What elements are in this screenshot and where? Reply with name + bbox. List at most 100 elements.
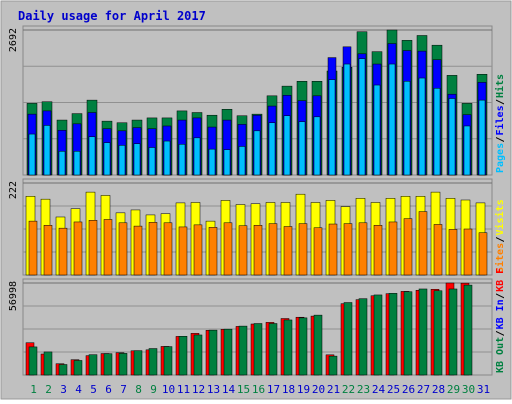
legend-label-hits: Hits bbox=[494, 74, 506, 98]
bar-sites-day-8 bbox=[133, 225, 143, 276]
x-tick-label-day-1: 1 bbox=[30, 383, 37, 396]
bar-pages-day-26 bbox=[403, 81, 411, 176]
x-tick-label-day-11: 11 bbox=[177, 383, 190, 396]
bar-pages-day-3 bbox=[58, 151, 66, 176]
bar-sites-day-26 bbox=[403, 218, 413, 276]
legend-label-pages: Pages bbox=[495, 143, 506, 173]
bar-kb-out-day-10 bbox=[163, 346, 173, 376]
bar-kb-out-day-4 bbox=[73, 360, 83, 376]
x-tick-label-day-14: 14 bbox=[222, 383, 236, 396]
legend-label-kb-f: KB F bbox=[495, 268, 506, 292]
x-tick-label-day-2: 2 bbox=[45, 383, 52, 396]
bar-kb-out-day-7 bbox=[118, 353, 128, 376]
bar-kb-out-day-19 bbox=[298, 317, 308, 376]
bar-sites-day-28 bbox=[433, 224, 443, 276]
x-tick-label-day-24: 24 bbox=[372, 383, 386, 396]
bar-kb-out-day-11 bbox=[178, 336, 188, 376]
bar-sites-day-23 bbox=[358, 222, 368, 276]
bar-pages-day-25 bbox=[388, 63, 396, 176]
bar-kb-out-day-12 bbox=[193, 334, 203, 376]
bar-pages-day-9 bbox=[148, 147, 156, 176]
bar-sites-day-21 bbox=[328, 223, 338, 276]
panel-max-label-hits-files-pages: 2692 bbox=[8, 28, 19, 52]
bar-kb-out-day-1 bbox=[28, 346, 38, 376]
bar-sites-day-17 bbox=[268, 223, 278, 276]
bar-sites-day-4 bbox=[73, 221, 83, 276]
bar-sites-day-30 bbox=[463, 228, 473, 276]
x-tick-label-day-4: 4 bbox=[75, 383, 82, 396]
bar-pages-day-13 bbox=[208, 148, 216, 176]
bar-pages-day-20 bbox=[313, 116, 321, 176]
bar-kb-out-day-25 bbox=[388, 293, 398, 376]
bar-sites-day-2 bbox=[43, 225, 53, 276]
bar-sites-day-12 bbox=[193, 224, 203, 276]
bar-pages-day-19 bbox=[298, 121, 306, 176]
bar-sites-day-9 bbox=[148, 222, 158, 276]
x-tick-label-day-15: 15 bbox=[237, 383, 250, 396]
bar-pages-day-30 bbox=[463, 125, 471, 176]
bar-pages-day-14 bbox=[223, 149, 231, 176]
legend-separator: / bbox=[495, 330, 506, 336]
bar-pages-day-21 bbox=[328, 79, 336, 176]
x-tick-label-day-13: 13 bbox=[207, 383, 220, 396]
bar-sites-day-19 bbox=[298, 223, 308, 276]
bar-pages-day-17 bbox=[268, 122, 276, 176]
x-tick-label-day-18: 18 bbox=[282, 383, 295, 396]
x-tick-label-day-6: 6 bbox=[105, 383, 112, 396]
x-tick-label-day-5: 5 bbox=[90, 383, 97, 396]
bar-kb-out-day-6 bbox=[103, 353, 113, 376]
chart-title: Daily usage for April 2017 bbox=[18, 9, 206, 23]
bar-pages-day-2 bbox=[43, 125, 51, 176]
bar-sites-day-27 bbox=[418, 211, 428, 276]
legend-label-sites: Sites bbox=[494, 243, 506, 273]
x-tick-label-day-16: 16 bbox=[252, 383, 265, 396]
legend-label-visits: Visits bbox=[494, 199, 506, 235]
bar-pages-day-7 bbox=[118, 145, 126, 176]
bar-sites-day-3 bbox=[58, 227, 68, 276]
bar-kb-out-day-27 bbox=[418, 288, 428, 376]
bar-pages-day-31 bbox=[478, 99, 486, 176]
bar-kb-out-day-28 bbox=[433, 290, 443, 376]
x-tick-label-day-25: 25 bbox=[387, 383, 400, 396]
bar-sites-day-11 bbox=[178, 226, 188, 276]
bar-sites-day-14 bbox=[223, 222, 233, 276]
x-tick-label-day-12: 12 bbox=[192, 383, 205, 396]
bar-kb-out-day-30 bbox=[463, 284, 473, 376]
bar-pages-day-29 bbox=[448, 98, 456, 176]
bar-sites-day-18 bbox=[283, 226, 293, 276]
bar-kb-out-day-26 bbox=[403, 291, 413, 376]
legend-separator: / bbox=[495, 136, 506, 142]
bar-sites-day-13 bbox=[208, 227, 218, 276]
x-tick-label-day-26: 26 bbox=[402, 383, 415, 396]
x-tick-label-day-27: 27 bbox=[417, 383, 430, 396]
legend-separator: / bbox=[495, 293, 506, 299]
bar-pages-day-27 bbox=[418, 77, 426, 176]
bar-pages-day-8 bbox=[133, 143, 141, 176]
bar-sites-day-6 bbox=[103, 219, 113, 276]
bar-sites-day-15 bbox=[238, 225, 248, 276]
panel-max-label-visits-sites: 222 bbox=[8, 181, 19, 199]
panel-max-label-kb-in-out: 56998 bbox=[8, 281, 19, 311]
bar-pages-day-15 bbox=[238, 146, 246, 176]
bar-kb-out-day-20 bbox=[313, 314, 323, 376]
bar-kb-out-day-5 bbox=[88, 354, 98, 376]
bar-sites-day-20 bbox=[313, 227, 323, 276]
bar-pages-day-18 bbox=[283, 115, 291, 176]
bar-pages-day-5 bbox=[88, 136, 96, 176]
legend-label-kb-out: KB Out bbox=[495, 337, 506, 373]
legend-separator: / bbox=[495, 236, 506, 242]
bar-kb-out-day-9 bbox=[148, 348, 158, 376]
x-tick-label-day-23: 23 bbox=[357, 383, 370, 396]
bar-pages-day-23 bbox=[358, 58, 366, 176]
x-tick-label-day-28: 28 bbox=[432, 383, 445, 396]
bar-kb-out-day-29 bbox=[448, 288, 458, 376]
x-tick-label-day-3: 3 bbox=[60, 383, 67, 396]
bar-kb-out-day-17 bbox=[268, 323, 278, 376]
legend-separator: / bbox=[495, 99, 506, 105]
x-tick-label-day-30: 30 bbox=[462, 383, 475, 396]
bar-sites-day-7 bbox=[118, 222, 128, 276]
x-tick-label-day-21: 21 bbox=[327, 383, 340, 396]
bar-kb-out-day-21 bbox=[328, 355, 338, 376]
bar-kb-out-day-24 bbox=[373, 294, 383, 376]
